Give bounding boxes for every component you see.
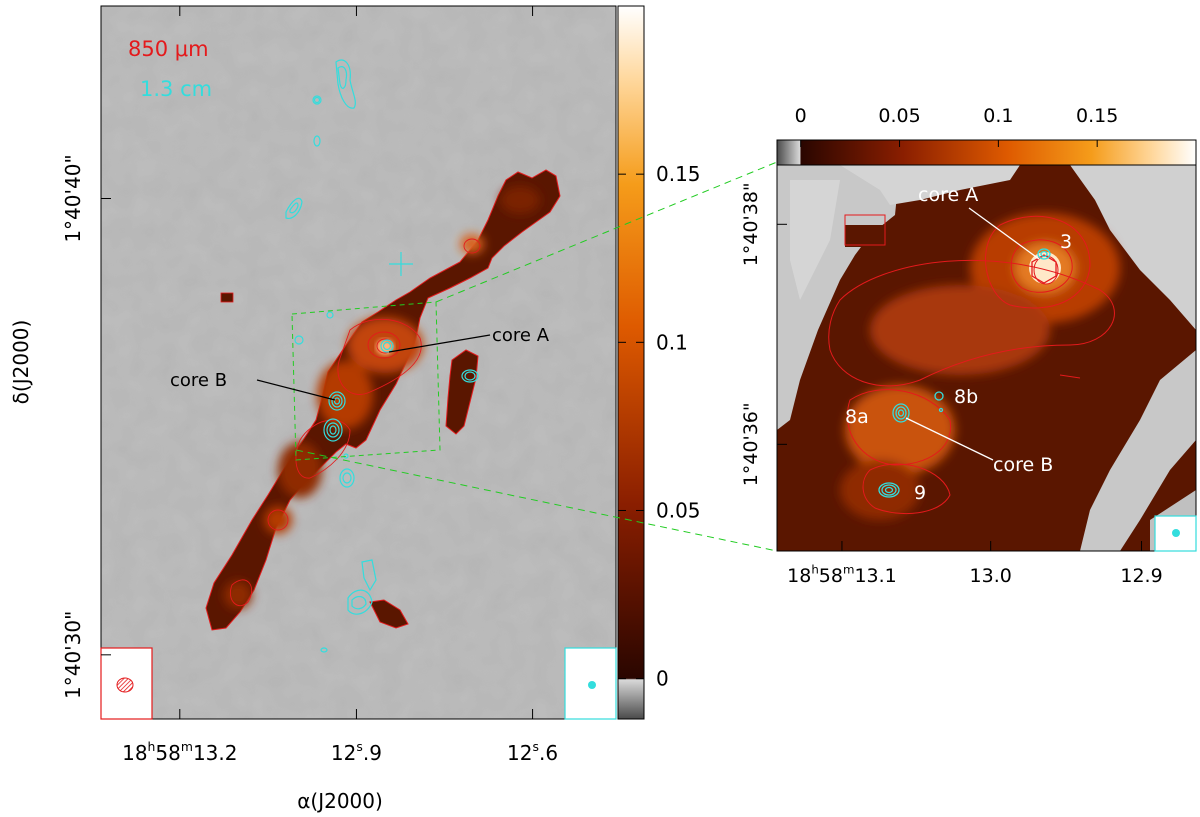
hcolorbar-tick-label: 0.15 bbox=[1076, 105, 1118, 127]
zoom-colorbar: 0 0.05 0.1 0.15 bbox=[776, 105, 1197, 166]
colorbar-tick-label: 0.1 bbox=[656, 330, 688, 354]
x-tick-label: 18h58m13.2 bbox=[122, 739, 237, 765]
zoom-y-tick-label: 1°40'38" bbox=[740, 182, 762, 266]
source-3-label: 3 bbox=[1060, 231, 1072, 253]
zoom-gray-top-center bbox=[840, 165, 1020, 205]
hcolorbar-tick-label: 0 bbox=[795, 105, 807, 127]
wide-field-x-ticks: 18h58m13.2 12s.9 12s.6 bbox=[122, 6, 558, 765]
zoom-gray-upper-right bbox=[1070, 165, 1196, 330]
zoom-gray-lower-right bbox=[1080, 350, 1196, 551]
zoom-map: 3 8a 8b 9 core A core B 18h58m13.1 13.0 12… bbox=[740, 164, 1197, 587]
bottom-blob bbox=[369, 599, 409, 629]
hcolorbar-tick-label: 0.1 bbox=[983, 105, 1013, 127]
source-8a-label: 8a bbox=[845, 406, 869, 428]
core-annotations-left: core A core B bbox=[170, 325, 550, 401]
submm-contours bbox=[230, 238, 481, 607]
source-8b-label: 8b bbox=[954, 386, 978, 408]
hcolorbar-tick-label: 0.05 bbox=[878, 105, 920, 127]
zoom-x-tick-label: 12.9 bbox=[1120, 565, 1162, 587]
x-tick-label: 12s.6 bbox=[507, 739, 558, 765]
zoom-core-b-label: core B bbox=[993, 454, 1053, 476]
colorbar-tick-label: 0 bbox=[656, 667, 669, 691]
x-tick-label: 12s.9 bbox=[331, 739, 382, 765]
zoom-connectors bbox=[295, 161, 778, 552]
colorbar-ticks-horizontal: 0 0.05 0.1 0.15 bbox=[795, 105, 1118, 147]
zoom-region-box bbox=[291, 301, 441, 461]
core-a-peak-marker bbox=[1031, 254, 1057, 284]
y-axis-label: δ(J2000) bbox=[9, 320, 33, 405]
colorbar-tick-label: 0.05 bbox=[656, 498, 701, 522]
colorbar-ticks: 0 0.05 0.1 0.15 bbox=[618, 162, 701, 691]
zoom-x-ticks: 18h58m13.1 13.0 12.9 bbox=[787, 541, 1163, 587]
filament-branch bbox=[445, 349, 479, 435]
radio-beam bbox=[564, 647, 617, 720]
zoom-y-tick-label: 1°40'36" bbox=[740, 402, 762, 486]
x-axis-label: α(J2000) bbox=[297, 789, 383, 813]
zoom-x-tick-label: 18h58m13.1 bbox=[787, 562, 897, 587]
y-tick-label: 1°40'30" bbox=[61, 611, 85, 699]
core-a-label: core A bbox=[492, 325, 550, 346]
legend-1p3cm: 1.3 cm bbox=[140, 77, 212, 101]
zoom-radio-beam bbox=[1154, 515, 1197, 552]
legend-850um: 850 μm bbox=[128, 37, 209, 61]
wide-field-map: 850 μm 1.3 cm core A core B 18h58m13.2 12… bbox=[9, 5, 617, 813]
zoom-radio-sources bbox=[878, 248, 1051, 498]
position-cross bbox=[389, 252, 413, 276]
colorbar-tick-label: 0.15 bbox=[656, 162, 701, 186]
zoom-core-a-label: core A bbox=[918, 184, 978, 206]
source-9-label: 9 bbox=[914, 482, 926, 504]
radio-contours bbox=[285, 59, 479, 653]
zoom-submm-contours bbox=[828, 214, 1115, 515]
submm-beam bbox=[100, 647, 153, 720]
wide-field-colorbar: 0 0.05 0.1 0.15 bbox=[617, 5, 701, 720]
wide-field-y-ticks: 1°40'40" 1°40'30" bbox=[61, 154, 111, 699]
zoom-x-tick-label: 13.0 bbox=[970, 565, 1012, 587]
zoom-y-ticks: 1°40'38" 1°40'36" bbox=[740, 182, 787, 486]
y-tick-label: 1°40'40" bbox=[61, 154, 85, 242]
core-b-label: core B bbox=[170, 370, 227, 391]
